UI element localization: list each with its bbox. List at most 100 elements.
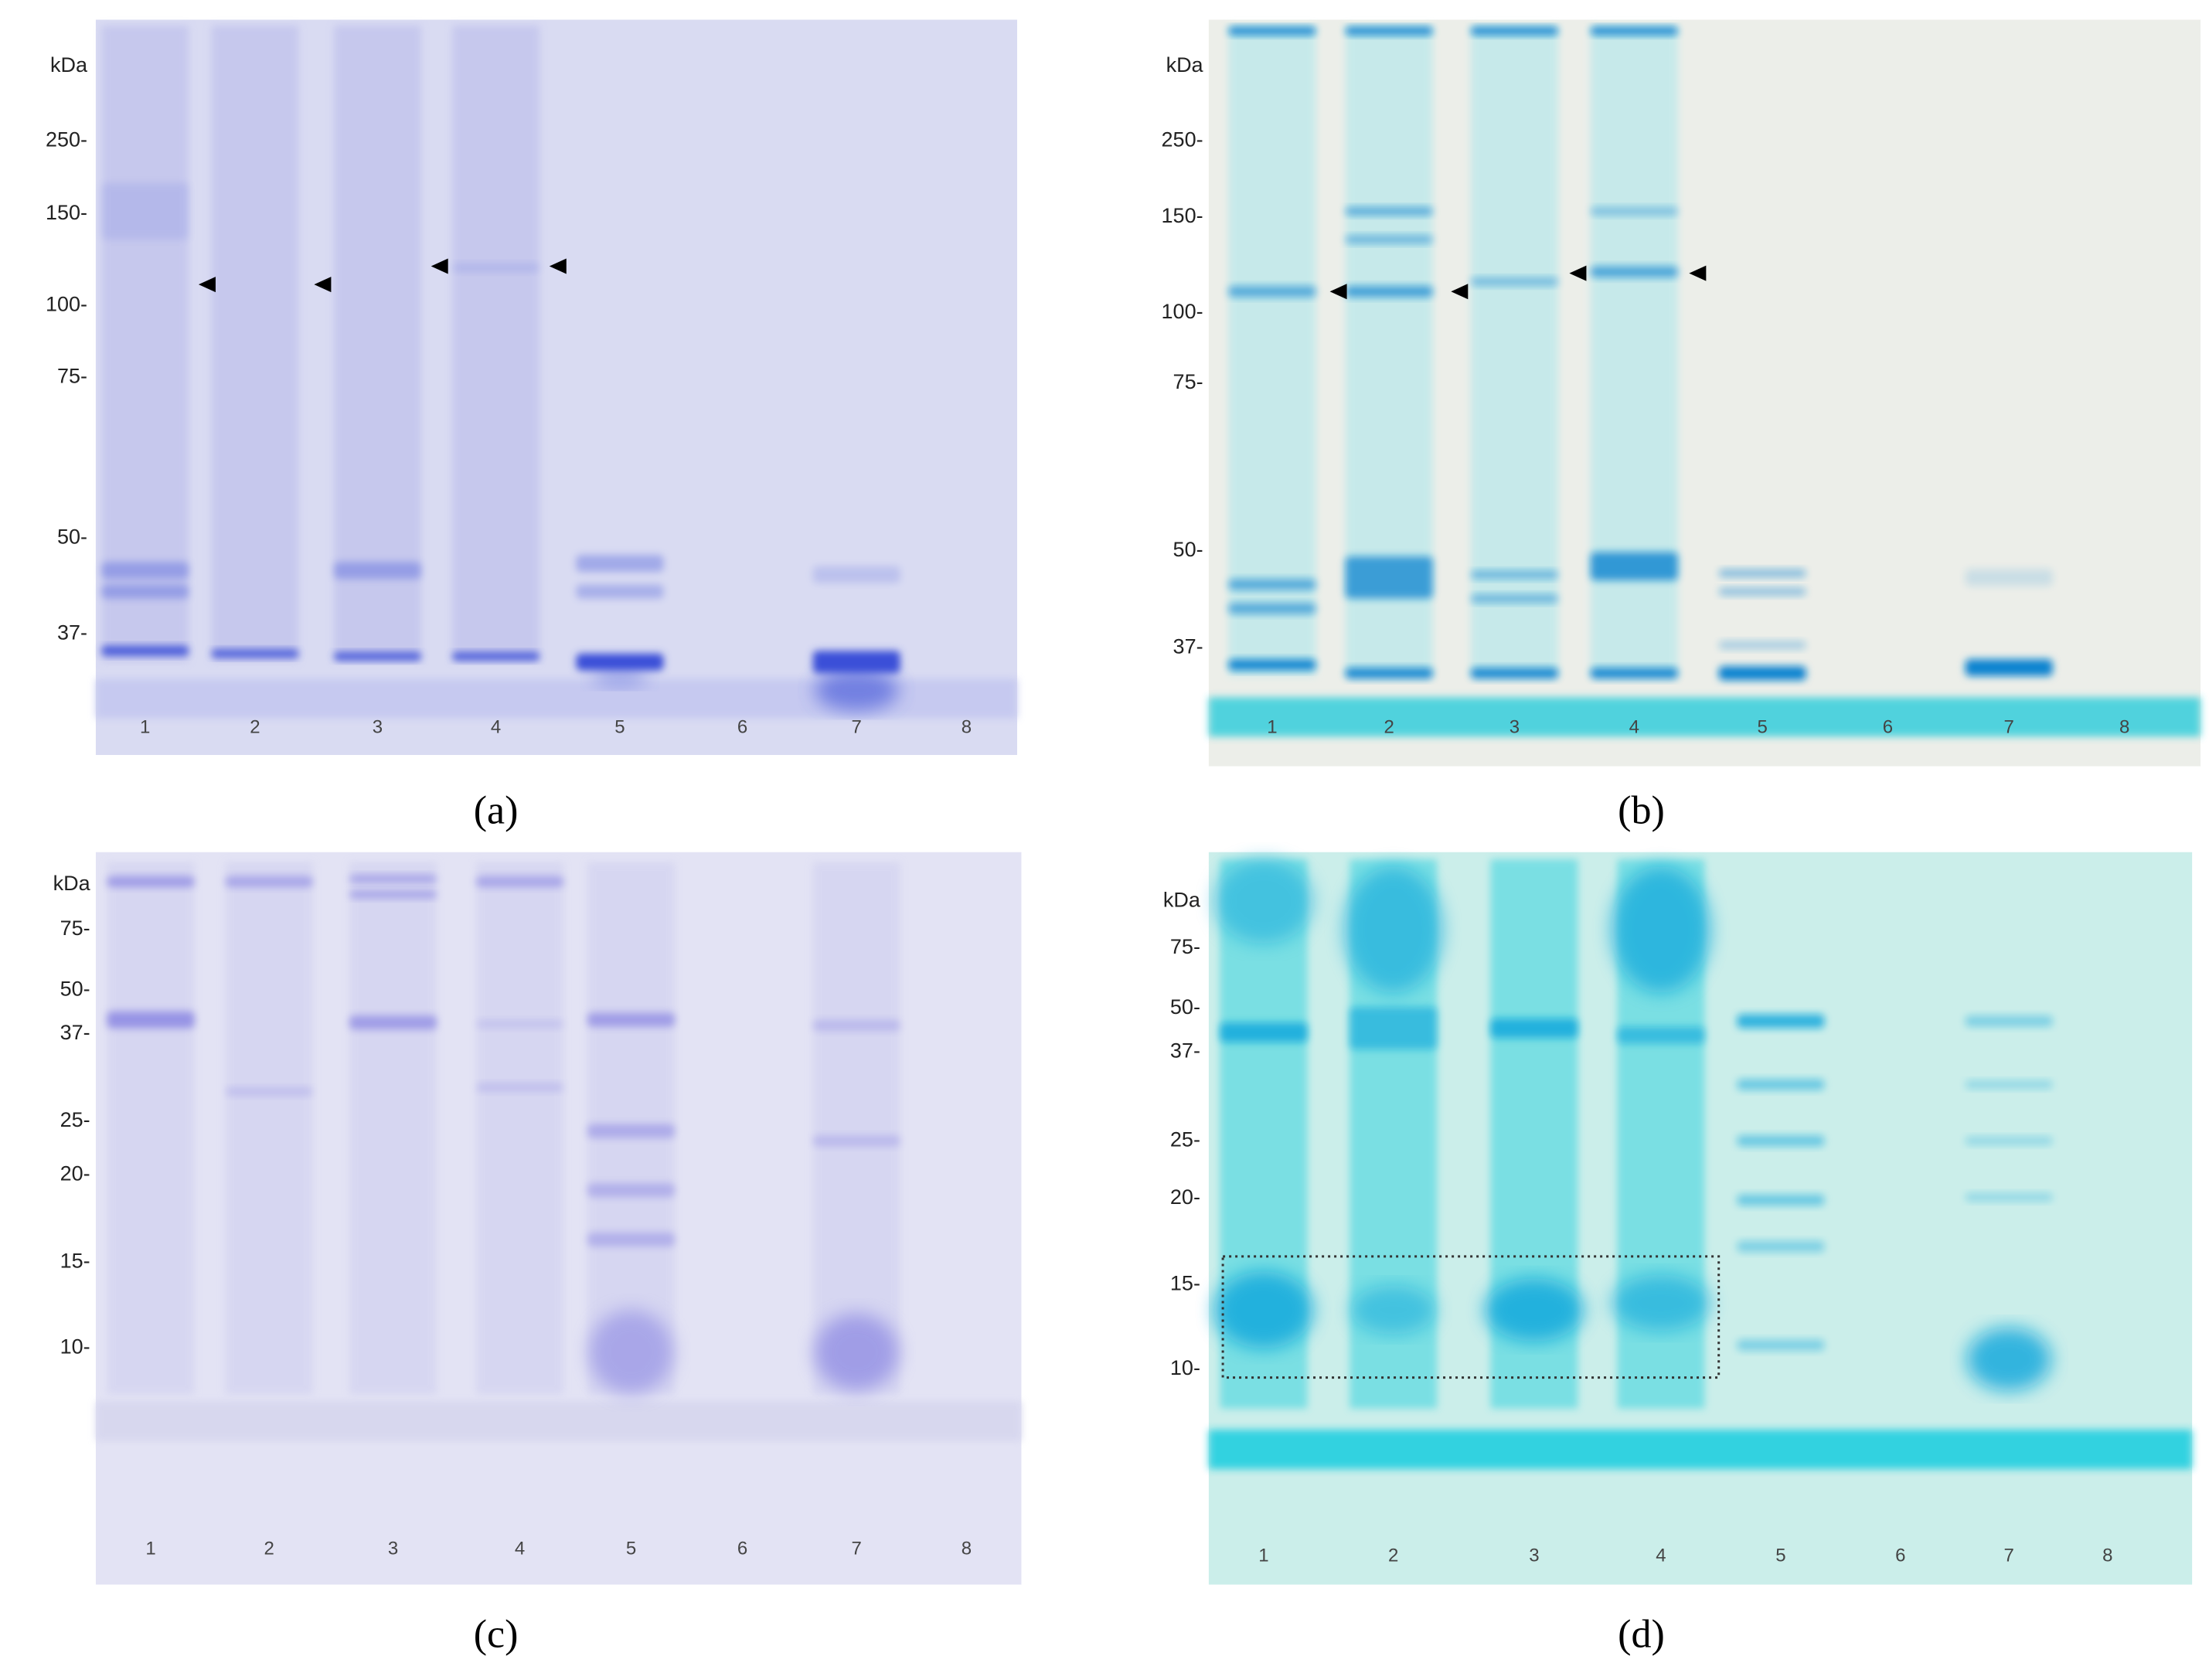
marker-label: 10- <box>1170 1356 1200 1379</box>
band <box>812 651 900 674</box>
panel-caption: (d) <box>1618 1613 1665 1657</box>
band-blob <box>588 1310 674 1395</box>
band <box>1470 26 1558 36</box>
band <box>1718 641 1806 650</box>
panel-caption: (a) <box>474 788 519 832</box>
marker-label: 100- <box>46 293 87 316</box>
band <box>476 1083 564 1092</box>
band <box>1718 587 1806 597</box>
band <box>476 876 564 888</box>
band <box>1490 1018 1578 1039</box>
band <box>1737 1240 1825 1253</box>
arrowhead <box>198 277 216 293</box>
marker-label: 250- <box>1162 128 1203 151</box>
band <box>452 651 540 661</box>
band <box>1965 1136 2053 1145</box>
band <box>1617 1026 1705 1044</box>
band <box>211 649 299 658</box>
band <box>1228 659 1316 671</box>
lane-label: 8 <box>2119 717 2129 738</box>
band <box>333 651 421 661</box>
marker-label: 75- <box>57 365 87 388</box>
band-blob <box>1214 859 1313 944</box>
band-blob <box>1350 1285 1436 1335</box>
band <box>1345 286 1433 298</box>
lane-smear <box>452 25 540 662</box>
lane-label: 4 <box>1629 717 1639 738</box>
unit-label: kDa <box>1166 53 1204 77</box>
band <box>1965 659 2053 676</box>
unit-label: kDa <box>1163 889 1201 912</box>
lane-label: 8 <box>962 1538 972 1559</box>
marker-label: 25- <box>60 1108 90 1131</box>
band <box>1965 1080 2053 1089</box>
band <box>1228 286 1316 298</box>
band <box>1718 569 1806 578</box>
marker-label: 37- <box>60 1021 90 1044</box>
lane-label: 2 <box>1384 717 1394 738</box>
band-blob <box>1214 1270 1313 1349</box>
band <box>349 1015 437 1030</box>
gel-panel: kDa 75- 50- 37- 25- 20- 15- 10- 1 2 3 4 5 6 7 8 (c) <box>53 852 1022 1657</box>
marker-label: 150- <box>1162 204 1203 227</box>
marker-label: 75- <box>1170 935 1200 958</box>
lane-label: 5 <box>626 1538 636 1559</box>
lane-label: 1 <box>1258 1545 1268 1566</box>
marker-label: 50- <box>60 977 90 1000</box>
dye-front <box>1208 1430 2193 1470</box>
arrowhead <box>1451 284 1469 300</box>
band <box>587 1232 676 1247</box>
lane-smear <box>107 862 195 1395</box>
lane-label: 2 <box>264 1538 274 1559</box>
lane-smear <box>333 25 421 662</box>
band <box>1737 1339 1825 1351</box>
band <box>812 1135 900 1147</box>
band <box>1737 1014 1825 1029</box>
band <box>1590 552 1678 580</box>
band <box>1228 603 1316 614</box>
marker-label: 15- <box>1170 1271 1200 1294</box>
band <box>1220 1022 1308 1042</box>
band <box>333 562 421 580</box>
lane-label: 6 <box>1895 1545 1905 1566</box>
band <box>349 874 437 883</box>
band-blob <box>1612 866 1710 994</box>
lane-smear <box>349 862 437 1395</box>
marker-label: 37- <box>1170 1039 1200 1063</box>
lane-label: 8 <box>962 717 972 738</box>
band <box>101 182 189 240</box>
lane-label: 3 <box>1529 1545 1539 1566</box>
arrowhead <box>314 277 332 293</box>
lane-label: 7 <box>852 717 862 738</box>
lane-label: 5 <box>1758 717 1768 738</box>
band <box>452 263 540 272</box>
marker-label: 37- <box>1173 635 1203 658</box>
lane-smear <box>101 25 189 662</box>
panel-caption: (b) <box>1618 788 1665 832</box>
lane-label: 7 <box>852 1538 862 1559</box>
arrowhead <box>431 258 448 274</box>
band <box>587 1124 676 1138</box>
lane-label: 2 <box>1388 1545 1398 1566</box>
band <box>1590 206 1678 216</box>
band <box>476 1019 564 1029</box>
lane-label: 4 <box>1656 1545 1666 1566</box>
band <box>1228 26 1316 36</box>
band <box>1470 277 1558 287</box>
marker-label: 50- <box>1173 538 1203 561</box>
arrowhead <box>1569 265 1587 281</box>
band <box>1965 1015 2053 1027</box>
dye-front <box>95 1401 1022 1441</box>
arrowhead <box>1329 284 1347 300</box>
band-blob <box>1966 1327 2051 1391</box>
band-blob <box>814 668 899 712</box>
lane-smear <box>476 862 564 1395</box>
marker-label: 50- <box>57 525 87 548</box>
band <box>1737 1135 1825 1147</box>
panel-caption: (c) <box>474 1613 519 1657</box>
band <box>1228 579 1316 590</box>
lane-label: 4 <box>515 1538 525 1559</box>
lane-label: 8 <box>2102 1545 2112 1566</box>
band <box>1350 1007 1438 1049</box>
